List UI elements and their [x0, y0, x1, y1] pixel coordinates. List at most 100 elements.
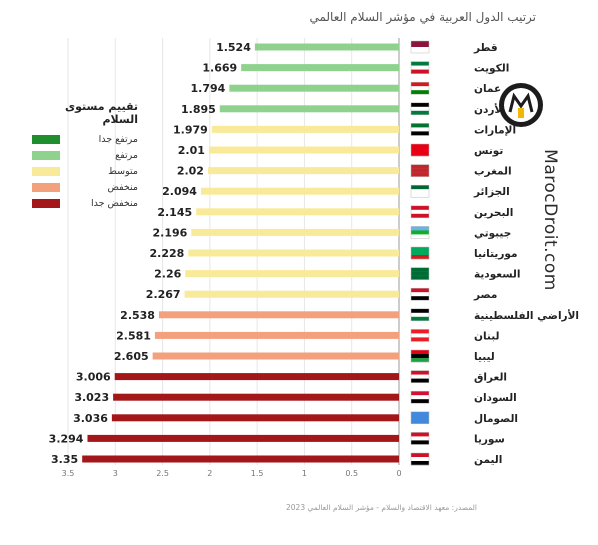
legend-swatch: [32, 198, 60, 208]
country-label: ليبيا: [474, 351, 495, 363]
country-label: قطر: [473, 42, 498, 54]
value-label: 1.669: [202, 62, 237, 75]
x-tick-label: 3.5: [62, 469, 75, 478]
flag-icon: [410, 452, 430, 466]
flag-icon: [410, 226, 430, 239]
legend-label: متوسط: [108, 165, 138, 177]
value-label: 2.02: [177, 165, 204, 178]
country-label: اليمن: [474, 454, 502, 466]
legend-item: منخفض جدا: [26, 195, 138, 211]
country-label: الأردن: [474, 103, 506, 116]
flags: [410, 40, 430, 466]
x-tick-label: 1.5: [251, 469, 264, 478]
bar: [188, 249, 399, 257]
flag-icon: [410, 246, 430, 260]
flag-icon: [410, 40, 430, 54]
bar: [196, 208, 399, 216]
country-label: جيبوتي: [474, 227, 511, 239]
bars: [82, 43, 400, 463]
legend-item: مرتفع: [26, 147, 138, 163]
value-labels: 1.524 1.669 1.794 1.895 1.979 2.01 2.02 2.094 2.…: [49, 41, 252, 466]
watermark: MarocDroit.com: [540, 149, 560, 291]
flag-icon: [410, 123, 430, 136]
bar: [158, 311, 399, 319]
bar: [185, 270, 399, 278]
value-label: 2.267: [146, 288, 181, 301]
value-label: 2.538: [120, 309, 155, 322]
flag-icon: [410, 61, 430, 74]
bar: [111, 414, 400, 422]
legend-label: منخفض جدا: [90, 197, 138, 209]
country-label: المغرب: [474, 166, 512, 178]
flag-icon: [410, 308, 430, 322]
bar: [87, 434, 399, 442]
bar: [191, 228, 399, 236]
bar: [154, 331, 399, 339]
x-tick-label: 0: [396, 469, 401, 478]
value-label: 2.145: [157, 206, 192, 219]
bar: [114, 373, 399, 381]
legend-label: منخفض: [107, 181, 138, 193]
bar: [113, 393, 400, 401]
value-label: 2.196: [153, 226, 188, 239]
flag-icon: [410, 349, 430, 363]
watermark-text: MarocDroit.com: [540, 149, 560, 291]
marocdroit-logo-icon: [499, 83, 543, 127]
country-label: السودان: [474, 392, 517, 404]
bar: [229, 84, 399, 92]
country-label: تونس: [474, 145, 503, 157]
chart-title: ترتيب الدول العربية في مؤشر السلام العال…: [309, 10, 536, 24]
x-tick-label: 1: [302, 469, 307, 478]
legend-item: منخفض: [26, 179, 138, 195]
legend-label: مرتفع جدا: [98, 133, 138, 145]
bar: [82, 455, 399, 463]
bar: [208, 146, 399, 154]
flag-icon: [410, 390, 430, 404]
x-tick-label: 2.5: [156, 469, 169, 478]
bar: [219, 105, 399, 113]
country-label: الإمارات: [474, 124, 516, 136]
value-label: 2.581: [116, 329, 151, 342]
value-label: 2.094: [162, 185, 197, 198]
country-label: البحرين: [474, 207, 513, 219]
legend-swatch: [32, 150, 60, 160]
country-labels: قطر الكويت عمان الأردن الإمارات تونس المغرب الج…: [473, 42, 579, 466]
value-label: 3.006: [76, 371, 111, 384]
value-label: 2.228: [149, 247, 184, 260]
legend-swatch: [32, 134, 60, 144]
x-tick-label: 0.5: [345, 469, 358, 478]
value-label: 3.35: [51, 453, 78, 466]
country-label: العراق: [474, 372, 507, 384]
country-label: موريتانيا: [474, 248, 517, 260]
value-label: 2.605: [114, 350, 149, 363]
country-label: الجزائر: [473, 186, 510, 198]
bar: [184, 290, 399, 298]
country-label: لبنان: [474, 330, 499, 342]
bar: [152, 352, 399, 360]
flag-icon: [410, 102, 430, 116]
flag-icon: [410, 81, 430, 95]
flag-icon: [410, 370, 430, 383]
value-label: 3.294: [49, 432, 84, 445]
country-label: الأراضي الفلسطينية: [474, 309, 579, 322]
value-label: 3.036: [73, 412, 108, 425]
bar: [241, 64, 399, 72]
value-label: 1.794: [191, 82, 226, 95]
country-label: مصر: [473, 289, 497, 301]
x-tick-label: 2: [207, 469, 212, 478]
legend-item: متوسط: [26, 163, 138, 179]
country-label: سوريا: [474, 433, 505, 445]
flag-icon: [410, 329, 430, 342]
bar: [207, 167, 399, 175]
legend-swatch: [32, 166, 60, 176]
value-label: 1.895: [181, 103, 216, 116]
flag-icon: [410, 143, 430, 157]
flag-icon: [410, 184, 430, 198]
country-label: عمان: [474, 83, 501, 95]
value-label: 1.524: [216, 41, 251, 54]
value-label: 1.979: [173, 123, 208, 136]
flag-icon: [410, 411, 430, 425]
value-label: 2.01: [178, 144, 205, 157]
bar: [211, 125, 399, 133]
